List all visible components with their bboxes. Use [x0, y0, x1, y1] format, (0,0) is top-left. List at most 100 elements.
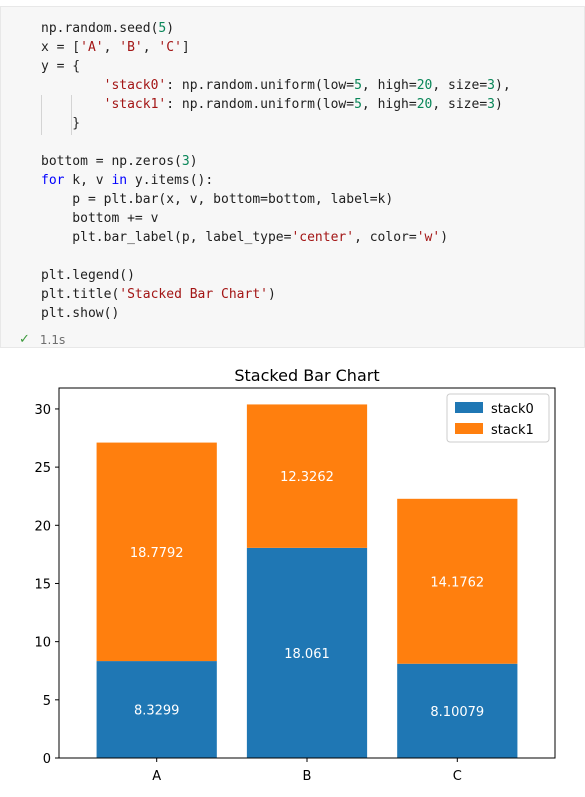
code-line — [41, 247, 511, 266]
code-token: 5 — [158, 21, 167, 36]
code-token: ) — [166, 21, 175, 36]
code-line: } — [41, 114, 511, 133]
y-tick-label: 25 — [34, 461, 51, 476]
code-token: ] — [181, 40, 190, 55]
code-line: for k, v in y.items(): — [41, 171, 511, 190]
indent-guide — [71, 95, 72, 135]
code-token: 20 — [416, 97, 433, 112]
code-line — [41, 133, 511, 152]
legend-swatch-stack1 — [455, 423, 483, 434]
code-line: plt.title('Stacked Bar Chart') — [41, 285, 511, 304]
legend-label: stack1 — [491, 423, 534, 438]
chart-title: Stacked Bar Chart — [234, 366, 379, 385]
x-tick-label: C — [453, 769, 462, 784]
code-token: , color= — [354, 230, 417, 245]
bar-value-label: 14.1762 — [430, 575, 484, 590]
code-token: x = [ — [41, 40, 81, 55]
y-tick-label: 30 — [34, 403, 51, 418]
code-token: : np.random.uniform(low= — [166, 78, 355, 93]
code-token: , size= — [432, 97, 488, 112]
code-token: plt.show() — [41, 306, 120, 321]
code-token: 5 — [354, 97, 362, 112]
bar-value-label: 8.3299 — [134, 704, 180, 719]
bar-stack1 — [397, 498, 518, 664]
stacked-bar-chart: Stacked Bar Chart 8.3299 18.061 8.10079 18.7… — [34, 366, 556, 784]
code-token — [41, 78, 104, 93]
code-line: bottom += v — [41, 209, 511, 228]
indent-guide — [41, 95, 42, 135]
execution-time: 1.1s — [39, 332, 66, 347]
bar-stack1 — [96, 442, 217, 662]
code-token: } — [41, 116, 81, 131]
code-editor[interactable]: np.random.seed(5) x = ['A', 'B', 'C'] y = … — [41, 19, 511, 323]
code-token: 'C' — [158, 40, 182, 55]
y-tick-label: 0 — [43, 752, 51, 767]
execution-status: ✓ 1.1s — [19, 332, 65, 347]
code-token: plt.bar_label(p, label_type= — [41, 230, 292, 245]
code-line: p = plt.bar(x, v, bottom=bottom, label=k… — [41, 190, 511, 209]
code-token: , high= — [361, 97, 417, 112]
code-token: 3 — [487, 97, 495, 112]
code-token: 3 — [181, 154, 190, 169]
code-token: in — [111, 173, 128, 188]
code-token: k, v — [64, 173, 112, 188]
code-token: : np.random.uniform(low= — [166, 97, 355, 112]
legend-label: stack0 — [491, 402, 534, 417]
code-line: x = ['A', 'B', 'C'] — [41, 38, 511, 57]
code-token: for — [41, 173, 65, 188]
code-token: y = { — [41, 59, 81, 74]
code-cell[interactable]: np.random.seed(5) x = ['A', 'B', 'C'] y = … — [0, 6, 585, 348]
code-line: plt.legend() — [41, 266, 511, 285]
code-token: 'w' — [416, 230, 441, 245]
code-token: bottom += v — [41, 211, 159, 226]
x-tick-label: B — [303, 769, 312, 784]
code-token: 'A' — [80, 40, 104, 55]
code-token: np.random.seed( — [41, 21, 159, 36]
code-token: p = plt.bar(x, v, bottom=bottom, label=k… — [41, 192, 394, 207]
legend-swatch-stack0 — [455, 402, 483, 413]
code-token: , — [142, 40, 159, 55]
code-token: ), — [495, 78, 511, 93]
code-line: y = { — [41, 57, 511, 76]
code-token: ) — [189, 154, 198, 169]
code-token: , — [103, 40, 120, 55]
code-line: plt.show() — [41, 304, 511, 323]
code-token: plt.legend() — [41, 268, 135, 283]
bar-stack1 — [246, 404, 368, 548]
code-token: ) — [268, 287, 276, 302]
code-token: 'stack0' — [103, 78, 167, 93]
code-line: plt.bar_label(p, label_type='center', co… — [41, 228, 511, 247]
code-token: 5 — [354, 78, 362, 93]
code-line: 'stack1': np.random.uniform(low=5, high=… — [41, 95, 511, 114]
code-token: 20 — [416, 78, 433, 93]
code-token — [41, 97, 104, 112]
bar-stack0 — [96, 661, 217, 758]
y-tick-label: 15 — [34, 577, 51, 592]
code-line: 'stack0': np.random.uniform(low=5, high=… — [41, 76, 511, 95]
code-token: plt.title( — [41, 287, 120, 302]
code-token: ) — [495, 97, 503, 112]
code-line: bottom = np.zeros(3) — [41, 152, 511, 171]
code-token: , size= — [432, 78, 488, 93]
bar-stack0 — [246, 547, 368, 758]
code-token: bottom = np.zeros( — [41, 154, 182, 169]
check-icon: ✓ — [19, 332, 30, 347]
y-tick-label: 5 — [43, 694, 51, 709]
x-tick-label: A — [152, 769, 161, 784]
y-tick-label: 10 — [34, 636, 51, 651]
bar-value-label: 12.3262 — [280, 470, 334, 485]
bar-value-label: 8.10079 — [430, 705, 484, 720]
code-token: 3 — [487, 78, 495, 93]
code-line: np.random.seed(5) — [41, 19, 511, 38]
bar-value-label: 18.061 — [284, 647, 330, 662]
bar-value-label: 18.7792 — [130, 546, 184, 561]
code-token: y.items(): — [127, 173, 214, 188]
code-token: 'center' — [291, 230, 355, 245]
code-token: ) — [440, 230, 449, 245]
chart-output: Stacked Bar Chart 8.3299 18.061 8.10079 18.7… — [0, 352, 585, 792]
bar-stack0 — [397, 663, 518, 758]
code-token: 'Stacked Bar Chart' — [119, 287, 268, 302]
code-token: 'stack1' — [103, 97, 167, 112]
code-token: 'B' — [119, 40, 143, 55]
code-token: , high= — [361, 78, 417, 93]
